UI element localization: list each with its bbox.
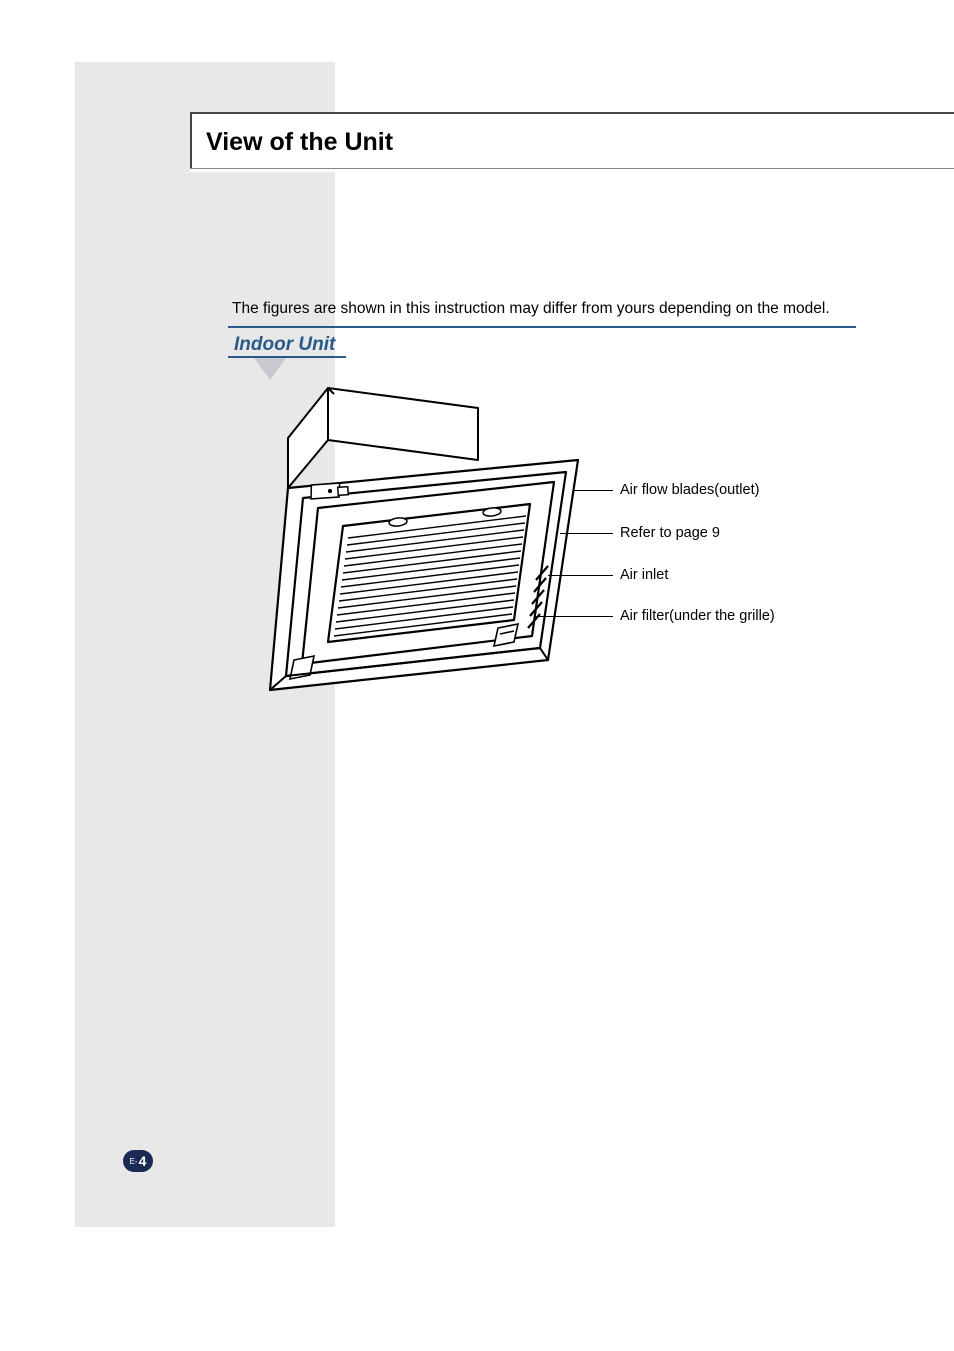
callout-label: Air inlet <box>620 567 668 583</box>
unit-diagram: Air flow blades(outlet) Refer to page 9 … <box>228 370 858 720</box>
callout-label: Air flow blades(outlet) <box>620 482 759 498</box>
page-title: View of the Unit <box>206 128 393 157</box>
title-border-left <box>190 112 192 169</box>
callout-line <box>535 616 613 617</box>
section-heading: Indoor Unit <box>234 334 335 356</box>
callout-label: Air filter(under the grille) <box>620 608 775 624</box>
document-page: View of the Unit The figures are shown i… <box>0 0 954 1351</box>
page-number: 4 <box>139 1153 147 1169</box>
callout-label: Refer to page 9 <box>620 525 720 541</box>
section-divider-line <box>228 326 856 328</box>
callout-line <box>573 490 613 491</box>
callout-line <box>560 533 613 534</box>
title-border-bottom <box>190 168 954 169</box>
page-number-badge: E- 4 <box>123 1150 153 1172</box>
indoor-unit-illustration <box>248 370 608 700</box>
callout-line <box>548 575 613 576</box>
title-border-top <box>190 112 954 114</box>
page-number-prefix: E- <box>130 1157 138 1166</box>
intro-text: The figures are shown in this instructio… <box>232 300 830 318</box>
section-heading-underline <box>228 356 346 358</box>
